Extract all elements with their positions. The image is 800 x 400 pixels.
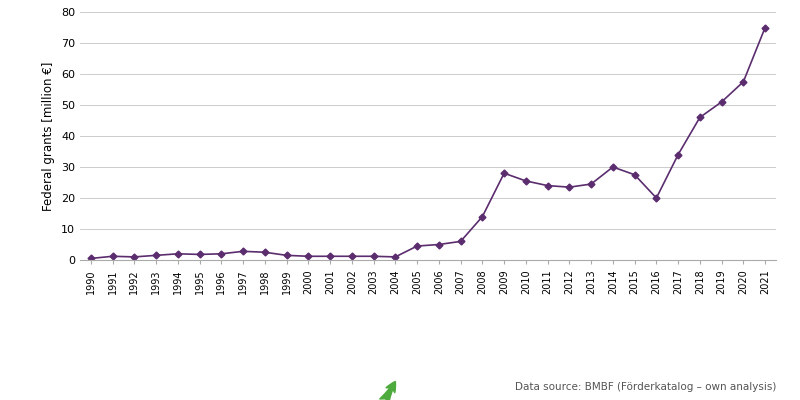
Y-axis label: Federal grants [million €]: Federal grants [million €] [42,61,55,211]
Text: Data source: BMBF (Förderkatalog – own analysis): Data source: BMBF (Förderkatalog – own a… [514,382,776,392]
